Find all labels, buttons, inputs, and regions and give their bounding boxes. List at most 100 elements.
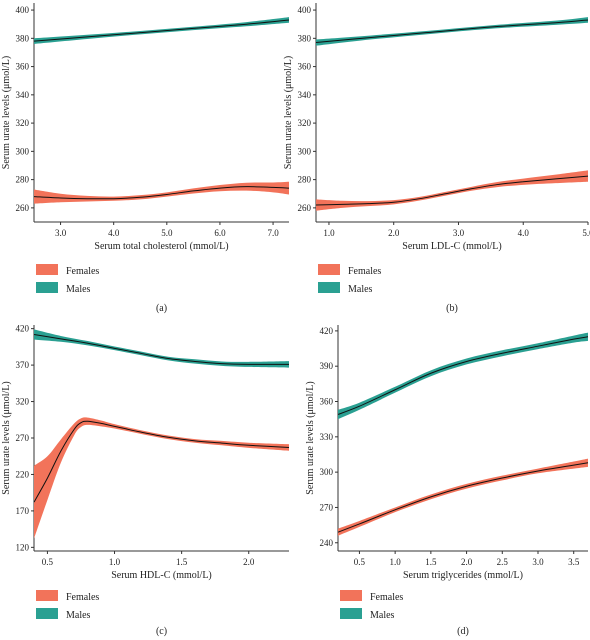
x-tick-label: 2.0: [388, 228, 400, 238]
y-tick-label: 380: [298, 33, 312, 43]
y-axis-title: Serum urate levels (μmol/L): [305, 381, 316, 494]
y-tick-label: 360: [320, 397, 334, 407]
x-tick-label: 1.0: [390, 557, 402, 567]
x-tick-label: 4.0: [518, 228, 530, 238]
y-tick-label: 330: [320, 432, 334, 442]
x-tick-label: 3.0: [55, 228, 67, 238]
fit-line-males: [33, 19, 290, 42]
y-tick-label: 300: [320, 467, 334, 477]
y-tick-label: 300: [298, 146, 312, 156]
chart-panel: 240 270 300 330 360 390 420 0.5 1.0 1.5 2.0 2.5 3.0 3…: [305, 325, 589, 637]
y-tick-label: 260: [298, 203, 312, 213]
x-tick-label: 3.0: [532, 557, 544, 567]
legend-label-males: Males: [66, 284, 91, 295]
legend-label-males: Males: [348, 284, 373, 295]
y-tick-label: 370: [16, 360, 30, 370]
y-tick-label: 420: [320, 326, 334, 336]
x-tick-label: 2.0: [243, 557, 255, 567]
fit-line-females: [337, 462, 589, 533]
confidence-band-females: [34, 181, 289, 204]
x-tick-label: 0.5: [354, 557, 366, 567]
y-tick-label: 280: [16, 175, 30, 185]
y-tick-label: 380: [16, 33, 30, 43]
y-tick-label: 390: [320, 361, 334, 371]
legend: Females Males: [340, 590, 403, 621]
x-tick-label: 4.0: [108, 228, 120, 238]
x-axis-title: Serum triglycerides (mmol/L): [403, 570, 523, 581]
y-tick-label: 280: [298, 175, 312, 185]
legend-label-females: Females: [348, 266, 381, 277]
legend-swatch-males: [340, 608, 362, 619]
confidence-band-males: [338, 332, 588, 420]
x-tick-label: 1.0: [323, 228, 335, 238]
y-tick-label: 240: [320, 538, 334, 548]
legend-swatch-males: [36, 282, 58, 293]
fit-line-males: [315, 19, 589, 44]
legend: Females Males: [36, 590, 99, 621]
legend-swatch-females: [36, 264, 58, 275]
y-tick-label: 260: [16, 203, 30, 213]
confidence-band-females: [34, 417, 289, 539]
legend-swatch-females: [318, 264, 340, 275]
y-tick-label: 120: [16, 542, 30, 552]
x-tick-label: 1.5: [425, 557, 437, 567]
panel-label: (c): [156, 626, 167, 637]
x-tick-label: 1.5: [176, 557, 188, 567]
x-tick-label: 5.0: [582, 228, 590, 238]
y-tick-label: 320: [16, 397, 30, 407]
panel-label: (b): [446, 303, 458, 314]
y-tick-label: 270: [16, 433, 30, 443]
x-axis-title: Serum total cholesterol (mmol/L): [94, 241, 228, 252]
x-axis-title: Serum HDL-C (mmol/L): [111, 570, 212, 581]
y-axis-title: Serum urate levels (μmol/L): [1, 56, 12, 169]
fit-line-females: [33, 420, 290, 503]
y-axis-title: Serum urate levels (μmol/L): [283, 56, 294, 169]
x-tick-label: 6.0: [214, 228, 226, 238]
legend-swatch-males: [318, 282, 340, 293]
fit-line-males: [33, 333, 290, 365]
legend-label-males: Males: [66, 610, 91, 621]
panel-label: (d): [457, 626, 469, 637]
fit-line-males: [337, 336, 589, 415]
x-tick-label: 1.0: [109, 557, 121, 567]
fit-line-females: [33, 186, 290, 200]
confidence-band-females: [338, 458, 588, 536]
legend: Females Males: [318, 264, 381, 295]
y-tick-label: 400: [16, 5, 30, 15]
x-tick-label: 2.0: [461, 557, 473, 567]
legend-swatch-females: [340, 590, 362, 601]
x-tick-label: 0.5: [42, 557, 54, 567]
y-tick-label: 400: [298, 5, 312, 15]
panel-label: (a): [156, 303, 167, 314]
legend-label-females: Females: [66, 592, 99, 603]
fit-line-females: [315, 175, 589, 206]
x-axis-title: Serum LDL-C (mmol/L): [402, 241, 501, 252]
x-tick-label: 3.5: [568, 557, 580, 567]
y-tick-label: 360: [298, 62, 312, 72]
y-tick-label: 300: [16, 146, 30, 156]
x-tick-label: 5.0: [161, 228, 173, 238]
chart-panel: 260 280 300 320 340 360 380 400 1.0 2.0 3.0 4.0 5.0 S…: [283, 3, 590, 314]
y-tick-label: 170: [16, 506, 30, 516]
x-tick-label: 2.5: [497, 557, 509, 567]
y-tick-label: 340: [16, 90, 30, 100]
y-tick-label: 320: [16, 118, 30, 128]
confidence-band-females: [316, 170, 588, 211]
confidence-band-males: [316, 17, 588, 46]
y-tick-label: 320: [298, 118, 312, 128]
legend-label-males: Males: [370, 610, 395, 621]
y-tick-label: 220: [16, 469, 30, 479]
y-tick-label: 270: [320, 502, 334, 512]
legend-label-females: Females: [370, 592, 403, 603]
legend-swatch-females: [36, 590, 58, 601]
chart-panel: 120 170 220 270 320 370 420 0.5 1.0 1.5 2.0 Serum H…: [1, 324, 290, 637]
chart-panel: 260 280 300 320 340 360 380 400 3.0 4.0 5.0 6.0 7.0 S…: [1, 3, 290, 314]
legend-swatch-males: [36, 608, 58, 619]
y-tick-label: 340: [298, 90, 312, 100]
y-axis-title: Serum urate levels (μmol/L): [1, 381, 12, 494]
y-tick-label: 360: [16, 62, 30, 72]
legend: Females Males: [36, 264, 99, 295]
x-tick-label: 3.0: [453, 228, 465, 238]
x-tick-label: 7.0: [267, 228, 279, 238]
